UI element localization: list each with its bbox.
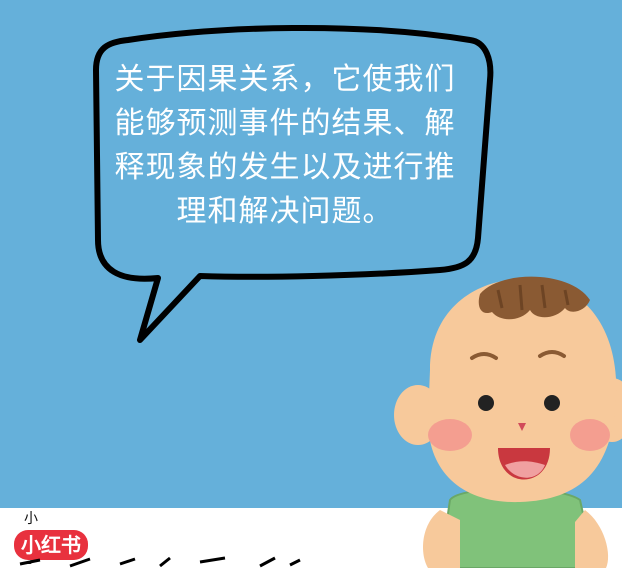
bubble-line-1: 关于因果关系，它使我们 xyxy=(114,62,456,97)
speech-bubble-text: 关于因果关系，它使我们 能够预测事件的结果、解 释现象的发生以及进行推 理和解决… xyxy=(104,58,466,234)
bubble-line-4: 理和解决问题。 xyxy=(176,194,394,229)
bubble-line-3: 释现象的发生以及进行推 xyxy=(114,150,456,185)
bubble-line-2: 能够预测事件的结果、解 xyxy=(114,106,456,141)
xiaohongshu-logo: 小红书 xyxy=(14,530,88,560)
cut-off-text-strokes xyxy=(19,556,301,568)
boy-character-illustration xyxy=(394,276,622,568)
